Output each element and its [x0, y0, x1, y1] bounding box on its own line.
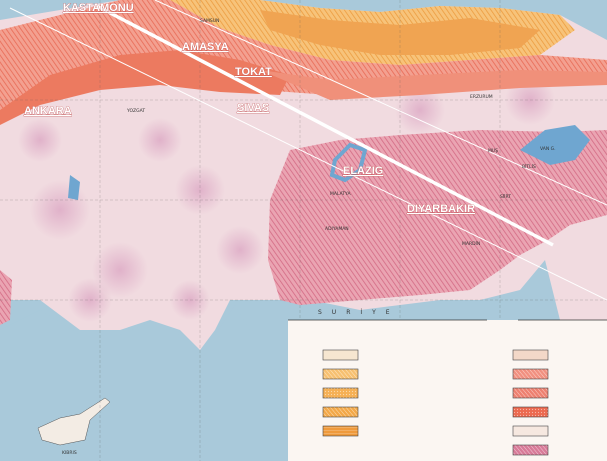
city-label-elazig: ELAZIG [343, 165, 383, 177]
label-samsun: SAMSUN [200, 18, 219, 24]
label-kibris: KIBRIS [62, 450, 77, 456]
legend-swatch [512, 406, 549, 418]
label-adiyaman: ADIYAMAN [325, 226, 349, 232]
label-siirt: SİİRT [500, 193, 511, 200]
lake-tuz [68, 175, 80, 200]
red-zone-east [260, 70, 607, 100]
label-suriye: SURİYE [318, 309, 400, 316]
legend [288, 319, 607, 461]
legend-swatch [322, 368, 359, 380]
legend-swatch [322, 387, 359, 399]
legend-swatch [322, 406, 359, 418]
label-bitlis: BİTLİS [522, 163, 536, 170]
city-label-amasya: AMASYA [182, 41, 229, 53]
pink-hatched-west [0, 270, 12, 325]
legend-swatch [512, 444, 549, 456]
route-thin-west [9, 7, 607, 301]
label-van: VAN G. [540, 146, 556, 152]
legend-swatch [322, 425, 359, 437]
legend-swatch [512, 349, 549, 361]
city-label-diyarbakir: DIYARBAKIR [407, 203, 475, 215]
legend-swatch [512, 425, 549, 437]
city-label-kastamonu: KASTAMONU [63, 2, 134, 14]
city-label-sivas: SIVAS [237, 102, 269, 114]
city-label-ankara: ANKARA [24, 105, 72, 117]
legend-swatch [322, 349, 359, 361]
legend-swatch [512, 387, 549, 399]
legend-swatch [512, 368, 549, 380]
label-malatya: MALATYA [330, 191, 351, 197]
route-main [94, 3, 554, 247]
black-sea [120, 0, 607, 40]
label-mus: MUŞ [488, 148, 498, 154]
keban-dam [329, 142, 368, 183]
city-label-tokat: TOKAT [235, 66, 272, 78]
label-erzurum: ERZURUM [470, 94, 493, 100]
lake-van [520, 125, 590, 165]
label-mardin: MARDİN [462, 240, 480, 247]
label-yozgat: YOZGAT [126, 108, 145, 114]
route-thin-east [154, 0, 607, 206]
